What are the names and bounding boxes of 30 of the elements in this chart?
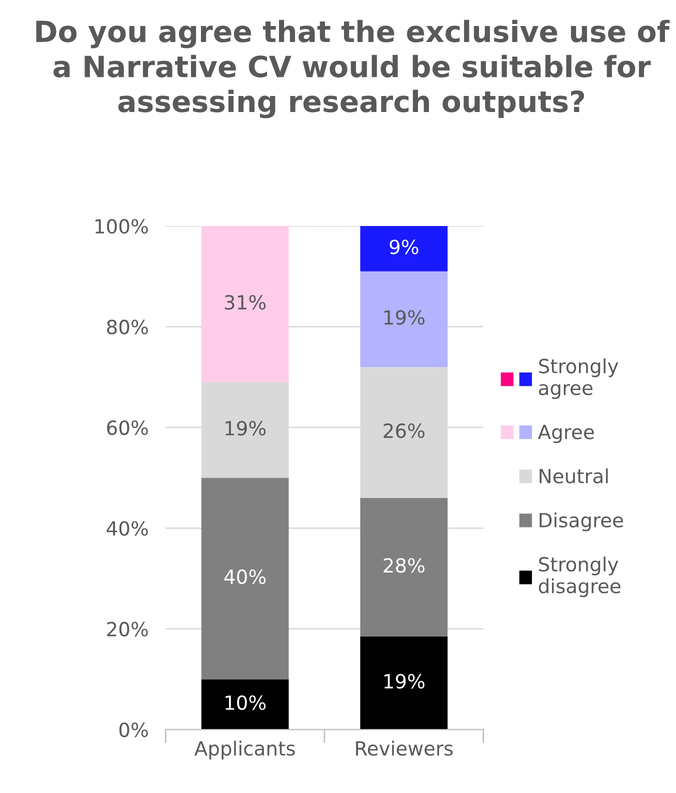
y-tick-label: 80% [107,320,148,334]
bar [201,226,289,382]
y-tick-label: 0% [119,722,148,738]
data-label: 31% [224,294,266,310]
chart-title: Do you agree that the exclusive use of a Narrative CV would be suitable for assessing research outputs? [36,20,670,118]
legend-label: Neutral [540,468,608,484]
legend-label: Strongly disagree [538,556,620,598]
y-tick-label: 20% [107,622,148,637]
data-label: 26% [384,423,424,438]
y-tick-label: 40% [106,521,148,536]
bar [360,271,448,367]
data-label: 19% [226,420,266,436]
legend-label: Disagree [540,512,623,532]
data-label: 28% [384,558,424,573]
data-label: 9% [390,240,418,254]
data-label: 19% [384,674,424,689]
bar [201,478,289,680]
data-label: 40% [224,569,266,584]
bar [360,498,448,636]
y-tick-label: 100% [96,218,148,234]
bar [360,226,448,272]
legend-label: Strongly agree [538,358,618,399]
data-label: 19% [384,310,424,325]
y-tick-label: 60% [107,420,148,436]
x-tick-label: Reviewers [356,740,453,756]
x-tick-label: Applicants [194,740,295,760]
bar [201,679,289,730]
bar [360,636,448,730]
legend-label: Agree [538,424,594,444]
data-label: 10% [226,695,266,710]
